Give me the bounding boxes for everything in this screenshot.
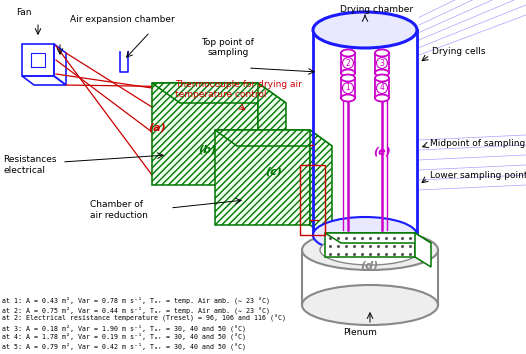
Polygon shape: [152, 83, 258, 185]
Polygon shape: [215, 130, 332, 146]
Ellipse shape: [302, 285, 438, 325]
Polygon shape: [325, 233, 415, 257]
Text: Resistances
electrical: Resistances electrical: [3, 155, 56, 175]
Polygon shape: [310, 130, 332, 241]
Text: (c): (c): [265, 167, 282, 177]
Ellipse shape: [341, 69, 355, 76]
Text: Drying chamber: Drying chamber: [340, 5, 413, 14]
Text: at 2: Electrical resistance temperature (Tresel) = 96, 106 and 116 (°C): at 2: Electrical resistance temperature …: [2, 315, 286, 322]
Text: 3: 3: [380, 58, 385, 68]
Ellipse shape: [375, 74, 389, 81]
Ellipse shape: [341, 50, 355, 57]
Text: Midpoint of sampling: Midpoint of sampling: [430, 138, 525, 148]
Text: at 1: A = 0.43 m², Var = 0.78 m s⁻¹, Tₐᵣ = temp. Air amb. (∼ 23 °C): at 1: A = 0.43 m², Var = 0.78 m s⁻¹, Tₐᵣ…: [2, 297, 270, 304]
Text: at 3: A = 0.18 m², Var = 1.90 m s⁻¹, Tₐᵣ = 30, 40 and 50 (°C): at 3: A = 0.18 m², Var = 1.90 m s⁻¹, Tₐᵣ…: [2, 324, 246, 331]
Text: at 4: A = 1.78 m², Var = 0.19 m s⁻¹, Tₐᵣ = 30, 40 and 50 (°C): at 4: A = 1.78 m², Var = 0.19 m s⁻¹, Tₐᵣ…: [2, 333, 246, 341]
Ellipse shape: [375, 95, 389, 102]
Text: (b): (b): [198, 145, 216, 155]
Polygon shape: [375, 53, 389, 73]
Text: Thermocouple for drying air
temperature control: Thermocouple for drying air temperature …: [175, 80, 302, 99]
Text: (e): (e): [373, 147, 391, 157]
Ellipse shape: [320, 235, 420, 265]
Text: Plenum: Plenum: [343, 328, 377, 337]
Polygon shape: [375, 78, 389, 98]
Polygon shape: [325, 233, 431, 243]
Ellipse shape: [375, 50, 389, 57]
Text: (d): (d): [360, 260, 378, 270]
Text: 2: 2: [346, 58, 350, 68]
Ellipse shape: [341, 95, 355, 102]
Text: (a): (a): [148, 122, 166, 132]
Text: 1: 1: [346, 84, 350, 92]
Polygon shape: [341, 53, 355, 73]
Ellipse shape: [375, 69, 389, 76]
Text: at 5: A = 0.79 m², Var = 0.42 m s⁻¹, Tₐᵣ = 30, 40 and 50 (°C): at 5: A = 0.79 m², Var = 0.42 m s⁻¹, Tₐᵣ…: [2, 342, 246, 349]
Polygon shape: [215, 130, 310, 225]
Polygon shape: [415, 233, 431, 267]
Text: at 2: A = 0.75 m², Var = 0.44 m s⁻¹, Tₐᵣ = temp. Air amb. (∼ 23 °C): at 2: A = 0.75 m², Var = 0.44 m s⁻¹, Tₐᵣ…: [2, 306, 270, 314]
Text: Top point of
sampling: Top point of sampling: [201, 38, 255, 57]
Text: Fan: Fan: [16, 8, 32, 17]
Ellipse shape: [313, 217, 417, 253]
Ellipse shape: [313, 12, 417, 48]
Polygon shape: [341, 78, 355, 98]
Ellipse shape: [302, 230, 438, 270]
Polygon shape: [258, 83, 286, 205]
Polygon shape: [152, 83, 286, 103]
Ellipse shape: [341, 74, 355, 81]
Text: Lower sampling point: Lower sampling point: [430, 171, 526, 179]
Text: Air expansion chamber: Air expansion chamber: [70, 15, 175, 24]
Text: 4: 4: [380, 84, 385, 92]
Text: Chamber of
air reduction: Chamber of air reduction: [90, 200, 148, 220]
Text: Drying cells: Drying cells: [432, 47, 485, 57]
